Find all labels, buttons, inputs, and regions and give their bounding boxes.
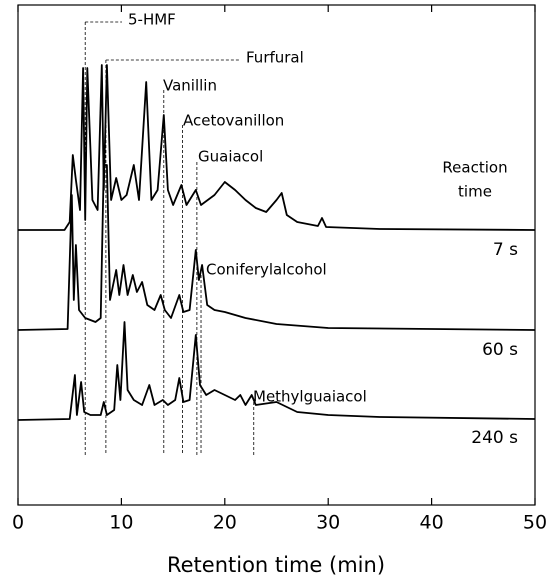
x-tick-label: 10 [109,512,133,534]
series-name: 240 s [471,428,518,448]
annotation-label: Vanillin [163,77,217,95]
x-tick-label: 40 [420,512,444,534]
x-tick-label: 50 [523,512,547,534]
x-axis-title: Retention time (min) [167,553,385,577]
annotation-label: Furfural [246,49,304,67]
annotation-label: Coniferylalcohol [206,261,327,279]
chromatogram-line [17,164,536,331]
series-name: 7 s [493,240,518,260]
x-tick-label: 30 [316,512,340,534]
x-tick-label: 0 [12,512,24,534]
annotation-label: 5-HMF [128,11,176,29]
x-tick-label: 20 [213,512,237,534]
legend-title: Reaction [442,159,507,177]
plot-frame [17,4,536,506]
legend-title: time [458,183,492,201]
chromatogram-line [17,321,536,421]
annotation-label: Guaiacol [198,148,263,166]
chromatogram-line [18,64,536,231]
series-name: 60 s [482,340,518,360]
annotation-label: Acetovanillon [183,112,284,130]
annotation-label: Methylguaiacol [253,388,367,406]
